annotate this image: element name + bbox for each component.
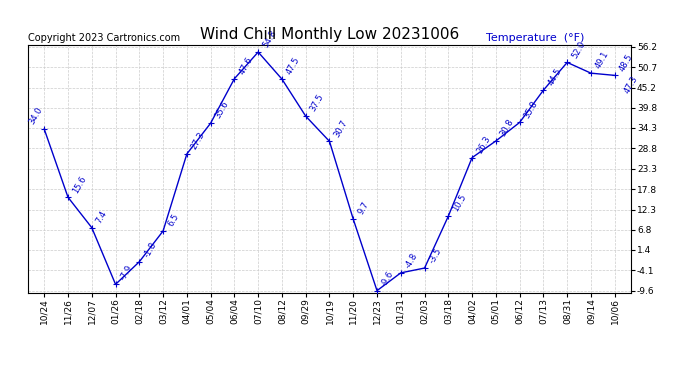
Text: 15.6: 15.6 bbox=[71, 174, 88, 195]
Text: 37.5: 37.5 bbox=[308, 93, 326, 113]
Text: 6.5: 6.5 bbox=[166, 212, 180, 228]
Text: 7.4: 7.4 bbox=[95, 209, 109, 225]
Text: Temperature  (°F): Temperature (°F) bbox=[486, 33, 585, 42]
Text: 9.7: 9.7 bbox=[356, 200, 371, 216]
Text: 47.5: 47.5 bbox=[285, 56, 302, 76]
Text: 44.5: 44.5 bbox=[546, 67, 563, 87]
Text: 26.3: 26.3 bbox=[475, 134, 492, 155]
Text: -9.6: -9.6 bbox=[380, 269, 395, 288]
Text: 10.5: 10.5 bbox=[451, 193, 468, 213]
Text: 35.6: 35.6 bbox=[213, 100, 230, 120]
Text: 34.0: 34.0 bbox=[28, 106, 45, 126]
Title: Wind Chill Monthly Low 20231006: Wind Chill Monthly Low 20231006 bbox=[200, 27, 459, 42]
Text: 35.8: 35.8 bbox=[522, 99, 540, 120]
Text: 54.8: 54.8 bbox=[261, 29, 278, 49]
Text: -4.8: -4.8 bbox=[404, 252, 420, 270]
Text: 49.1: 49.1 bbox=[593, 50, 611, 70]
Text: -1.8: -1.8 bbox=[142, 240, 158, 259]
Text: 27.3: 27.3 bbox=[190, 130, 207, 151]
Text: -7.9: -7.9 bbox=[118, 263, 135, 282]
Text: 47.3: 47.3 bbox=[623, 74, 640, 95]
Text: 30.7: 30.7 bbox=[333, 118, 349, 138]
Text: 48.5: 48.5 bbox=[618, 52, 635, 73]
Text: 52.0: 52.0 bbox=[570, 39, 587, 60]
Text: 30.8: 30.8 bbox=[499, 117, 515, 138]
Text: -3.5: -3.5 bbox=[427, 247, 443, 265]
Text: Copyright 2023 Cartronics.com: Copyright 2023 Cartronics.com bbox=[28, 33, 179, 42]
Text: 47.6: 47.6 bbox=[237, 55, 255, 76]
